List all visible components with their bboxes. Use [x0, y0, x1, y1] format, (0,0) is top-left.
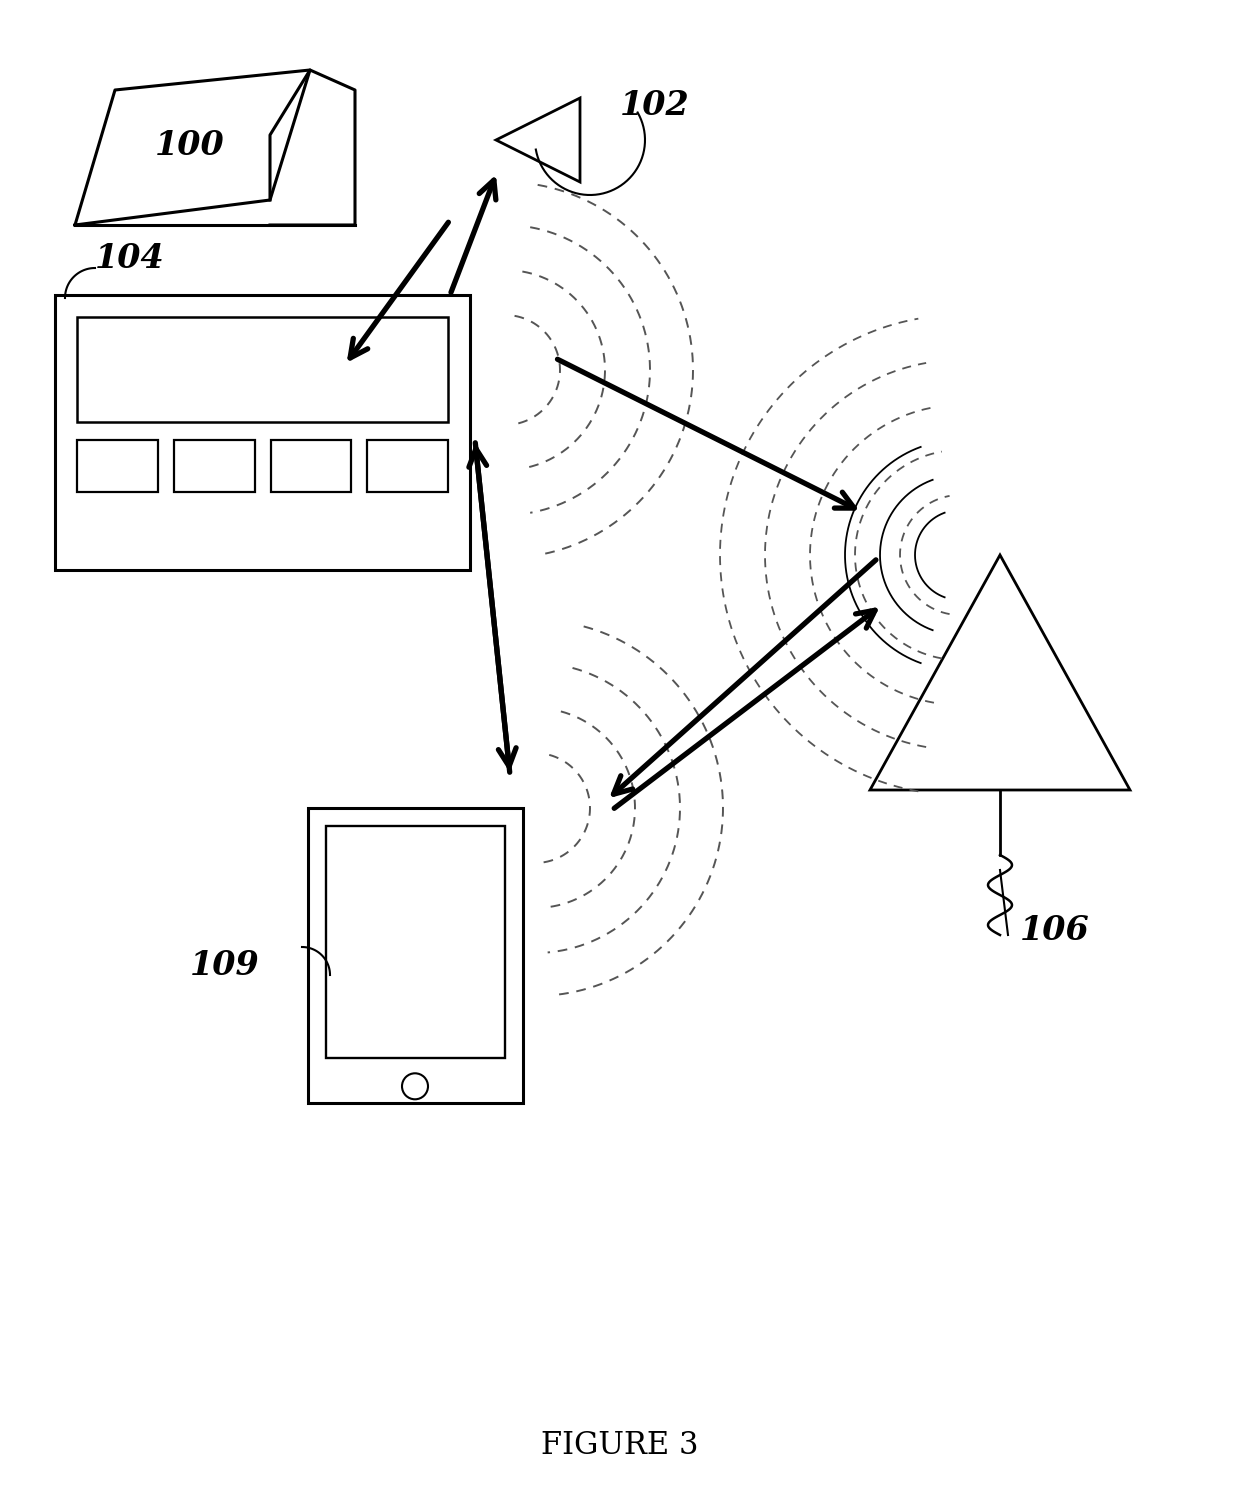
- Bar: [174, 439, 254, 492]
- Text: FIGURE 3: FIGURE 3: [541, 1430, 699, 1460]
- Bar: [367, 439, 448, 492]
- Bar: [308, 808, 522, 1103]
- Text: 100: 100: [155, 129, 224, 163]
- Text: 104: 104: [95, 242, 165, 275]
- Bar: [270, 439, 351, 492]
- Bar: [55, 295, 470, 570]
- Bar: [325, 826, 505, 1058]
- Bar: [77, 318, 448, 421]
- Text: 109: 109: [190, 950, 259, 981]
- Text: 106: 106: [1021, 914, 1090, 947]
- Text: 102: 102: [620, 89, 689, 122]
- Bar: [77, 439, 157, 492]
